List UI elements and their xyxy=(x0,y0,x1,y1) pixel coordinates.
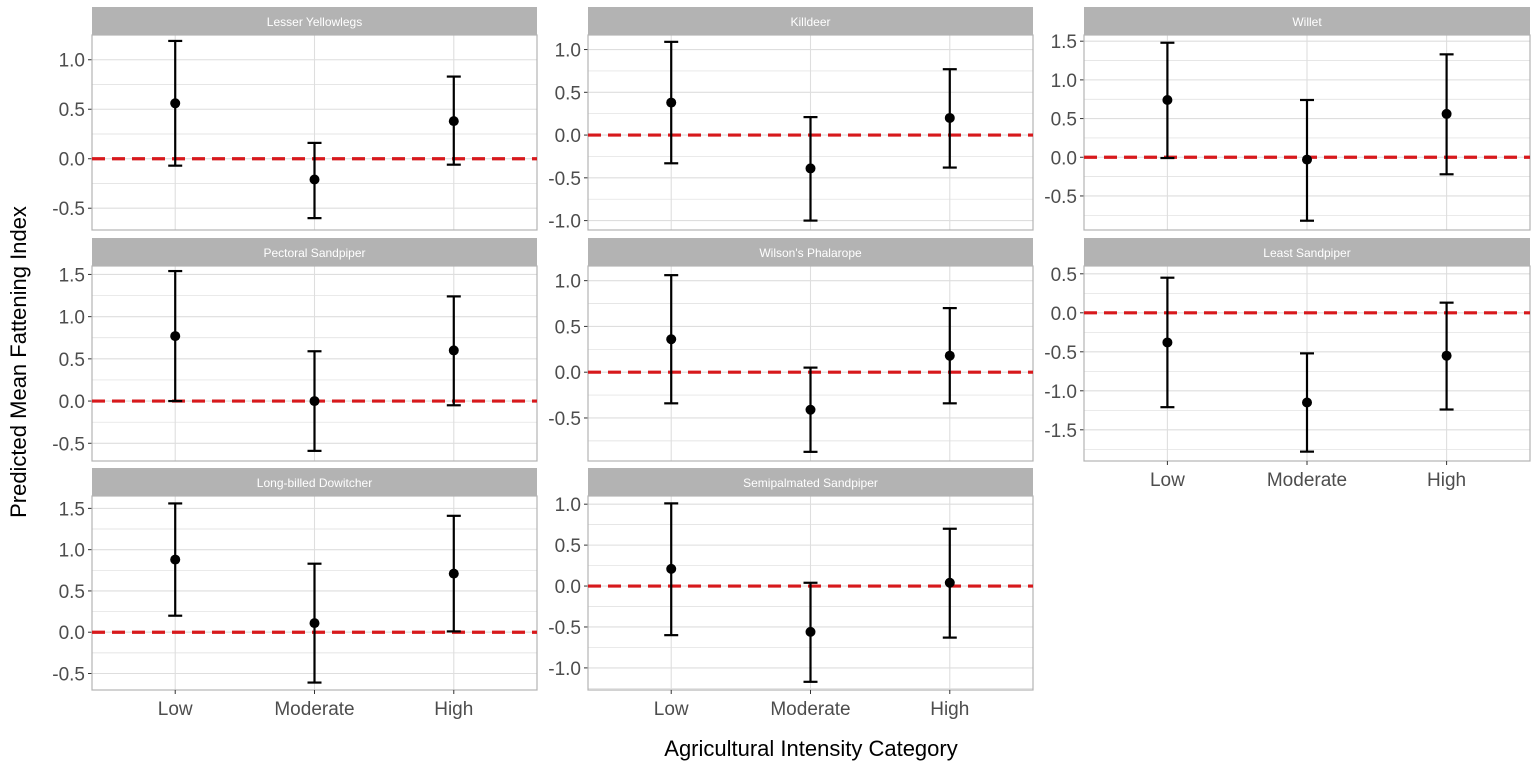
y-tick-label: -1.0 xyxy=(548,659,581,680)
estimate-point xyxy=(170,98,181,109)
estimate-point xyxy=(944,577,955,588)
facet-panel: -0.5 0.0 0.5 1.0 1.5 Willet xyxy=(1044,7,1531,231)
y-tick-label: 1.0 xyxy=(59,308,85,329)
y-tick-label: 0.5 xyxy=(59,100,85,121)
facet-panel: -0.5 0.0 0.5 1.0 1.5 Long-billed Dowitcher Low… xyxy=(52,468,538,720)
facet-strip xyxy=(1084,238,1530,266)
estimate-point xyxy=(944,112,955,123)
facet-strip xyxy=(1084,7,1530,35)
x-tick-label: Moderate xyxy=(274,699,354,720)
y-tick-label: -1.0 xyxy=(548,212,581,233)
y-tick-label: 0.0 xyxy=(555,363,581,384)
y-tick-label: -0.5 xyxy=(52,664,85,685)
y-tick-label: -0.5 xyxy=(1044,343,1077,364)
y-tick-label: 0.0 xyxy=(59,150,85,171)
panels: -0.5 0.0 0.5 1.0 Lesser Yellowlegs -1.0 -0.5 0.… xyxy=(52,7,1531,720)
y-tick-label: -0.5 xyxy=(52,199,85,220)
y-tick-label: -1.0 xyxy=(1044,382,1077,403)
estimate-point xyxy=(309,618,320,629)
facet-title: Willet xyxy=(1292,15,1322,29)
estimate-point xyxy=(944,350,955,361)
y-tick-label: 1.5 xyxy=(59,499,85,520)
x-tick-label: High xyxy=(434,699,473,720)
facet-panel: -1.5 -1.0 -0.5 0.0 0.5 Least Sandpiper Low Mode… xyxy=(1044,238,1531,491)
x-tick-label: High xyxy=(1427,470,1466,491)
estimate-point xyxy=(1302,154,1312,165)
y-tick-label: 1.0 xyxy=(59,541,85,562)
estimate-point xyxy=(448,568,459,579)
estimate-point xyxy=(1162,337,1173,348)
y-tick-label: 0.0 xyxy=(1051,304,1077,325)
facet-title: Long-billed Dowitcher xyxy=(257,476,372,490)
facet-strip xyxy=(92,238,537,266)
estimate-point xyxy=(666,334,677,345)
y-tick-label: -0.5 xyxy=(52,434,85,455)
y-tick-label: 1.5 xyxy=(1051,32,1077,53)
estimate-point xyxy=(666,97,677,108)
y-tick-label: 0.5 xyxy=(1051,110,1077,131)
y-tick-label: 0.5 xyxy=(1051,265,1077,286)
facet-title: Semipalmated Sandpiper xyxy=(743,476,878,490)
facet-panel: -0.5 0.0 0.5 1.0 Wilson's Phalarope xyxy=(548,238,1034,462)
y-tick-label: -0.5 xyxy=(548,409,581,430)
y-tick-label: 1.0 xyxy=(1051,71,1077,92)
facet-panel: -0.5 0.0 0.5 1.0 1.5 Pectoral Sandpiper xyxy=(52,238,538,462)
facet-panel: -1.0 -0.5 0.0 0.5 1.0 Semipalmated Sandpiper L… xyxy=(548,468,1034,720)
x-tick-label: Low xyxy=(654,699,689,720)
estimate-point xyxy=(805,404,816,415)
y-tick-label: 0.0 xyxy=(59,392,85,413)
y-tick-label: 1.0 xyxy=(555,495,581,516)
y-tick-label: 0.0 xyxy=(555,126,581,147)
facet-strip xyxy=(92,468,537,496)
estimate-point xyxy=(805,163,816,174)
facet-strip xyxy=(92,7,537,35)
facet-strip xyxy=(588,238,1033,266)
y-axis-title: Predicted Mean Fattening Index xyxy=(6,206,31,518)
facet-title: Lesser Yellowlegs xyxy=(267,15,362,29)
estimate-point xyxy=(448,345,459,356)
y-tick-label: -1.5 xyxy=(1044,421,1077,442)
facet-panel: -1.0 -0.5 0.0 0.5 1.0 Killdeer xyxy=(548,7,1034,233)
y-tick-label: 1.5 xyxy=(59,265,85,286)
y-tick-label: 1.0 xyxy=(555,41,581,62)
facet-panel: -0.5 0.0 0.5 1.0 Lesser Yellowlegs xyxy=(52,7,538,231)
estimate-point xyxy=(448,116,459,127)
y-tick-label: 0.5 xyxy=(59,582,85,603)
estimate-point xyxy=(1302,397,1312,408)
facet-strip xyxy=(588,7,1033,35)
estimate-point xyxy=(170,331,181,342)
y-tick-label: 0.5 xyxy=(555,536,581,557)
x-tick-label: Low xyxy=(1150,470,1185,491)
y-tick-label: 1.0 xyxy=(555,272,581,293)
estimate-point xyxy=(666,563,677,574)
estimate-point xyxy=(309,174,320,185)
estimate-point xyxy=(1441,108,1452,119)
estimate-point xyxy=(1162,95,1173,105)
estimate-point xyxy=(805,626,816,637)
y-tick-label: -0.5 xyxy=(548,618,581,639)
facet-title: Wilson's Phalarope xyxy=(759,246,862,260)
y-tick-label: -0.5 xyxy=(548,169,581,190)
y-tick-label: 0.0 xyxy=(555,577,581,598)
y-tick-label: 0.0 xyxy=(1051,148,1077,169)
y-tick-label: 1.0 xyxy=(59,51,85,72)
y-tick-label: 0.5 xyxy=(555,317,581,338)
facet-title: Pectoral Sandpiper xyxy=(263,246,365,260)
estimate-point xyxy=(170,554,181,565)
y-tick-label: 0.5 xyxy=(59,350,85,371)
facet-title: Least Sandpiper xyxy=(1263,246,1350,260)
y-tick-label: -0.5 xyxy=(1044,187,1077,208)
y-tick-label: 0.5 xyxy=(555,83,581,104)
estimate-point xyxy=(309,396,320,407)
estimate-point xyxy=(1441,350,1452,361)
facet-strip xyxy=(588,468,1033,496)
x-tick-label: High xyxy=(930,699,969,720)
facet-title: Killdeer xyxy=(790,15,830,29)
y-tick-label: 0.0 xyxy=(59,623,85,644)
x-tick-label: Moderate xyxy=(770,699,850,720)
x-axis-title: Agricultural Intensity Category xyxy=(664,736,957,761)
x-tick-label: Moderate xyxy=(1267,470,1347,491)
x-tick-label: Low xyxy=(158,699,193,720)
